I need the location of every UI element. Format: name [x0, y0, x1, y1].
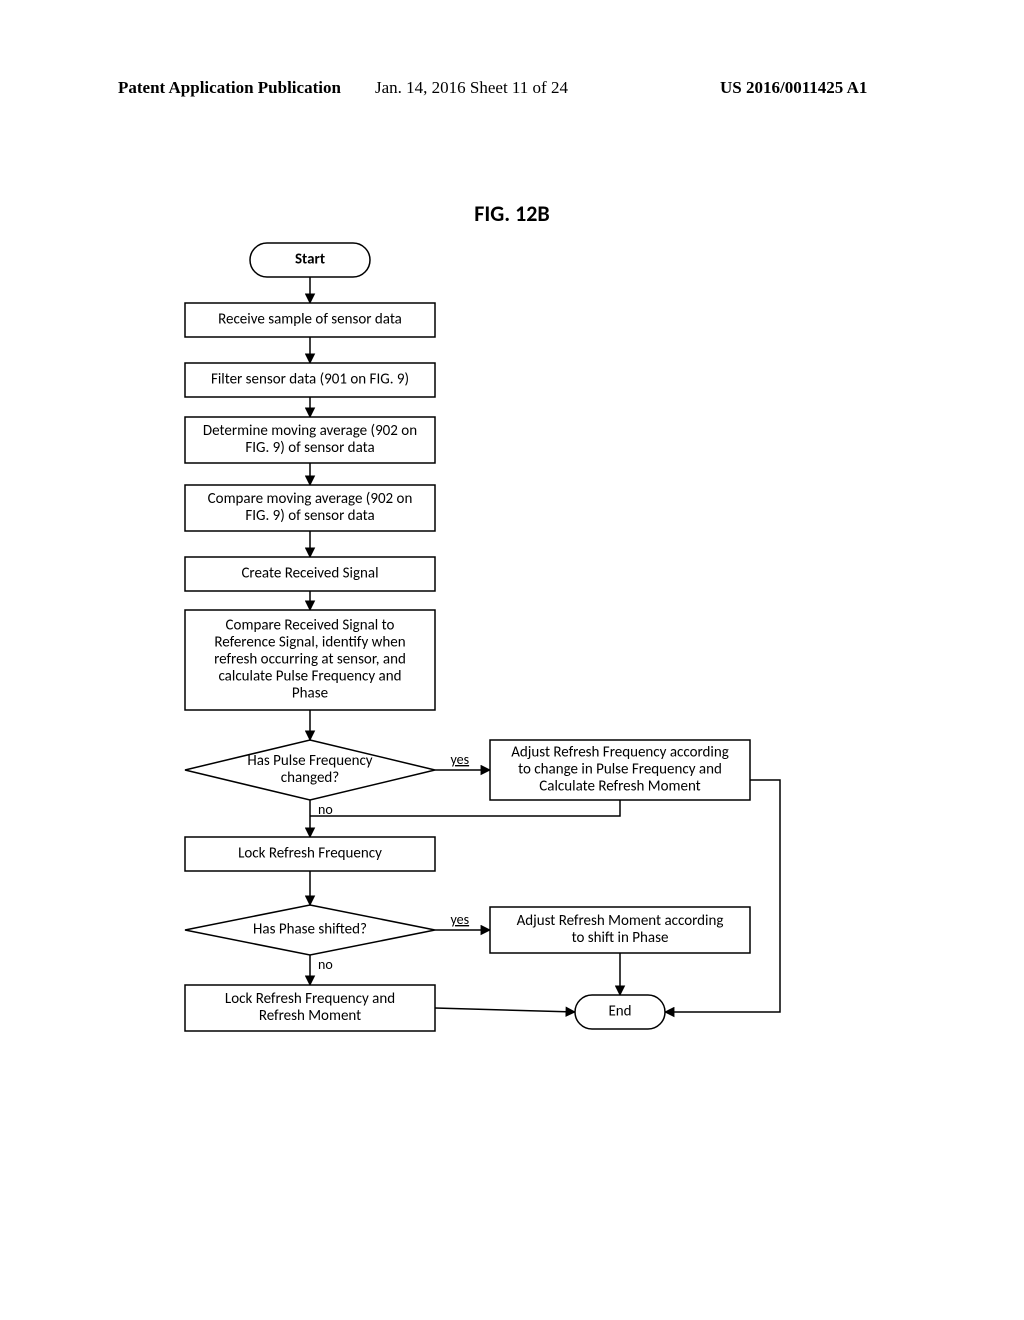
- node-recv-label: Receive sample of sensor data: [218, 311, 402, 329]
- node-cmpsig-label: Reference Signal, identify when: [214, 634, 405, 652]
- edge-label: yes: [451, 751, 470, 768]
- node-start-label: Start: [295, 251, 325, 269]
- node-adjmom-label: to shift in Phase: [572, 929, 669, 947]
- node-lockfm-label: Refresh Moment: [259, 1007, 361, 1025]
- node-adjfreq-label: Calculate Refresh Moment: [539, 778, 700, 796]
- flowchart: Start Receive sample of sensor data Filter…: [150, 240, 870, 1070]
- node-cmpsig-label: Compare Received Signal to: [226, 617, 395, 635]
- node-cmpavg-label: FIG. 9) of sensor data: [245, 507, 374, 525]
- node-end-label: End: [608, 1003, 631, 1021]
- node-create-label: Create Received Signal: [241, 565, 378, 583]
- node-adjfreq-label: to change in Pulse Frequency and: [518, 761, 722, 779]
- patent-page: Patent Application Publication Jan. 14, …: [0, 0, 1024, 1320]
- node-lockfm-label: Lock Refresh Frequency and: [225, 990, 395, 1008]
- edge-label: no: [318, 801, 333, 818]
- figure-title: FIG. 12B: [0, 200, 1024, 227]
- node-cmpsig-label: calculate Pulse Frequency and: [218, 668, 401, 686]
- header-right: US 2016/0011425 A1: [720, 78, 867, 98]
- header-left: Patent Application Publication: [118, 78, 341, 98]
- node-filter-label: Filter sensor data (901 on FIG. 9): [211, 371, 409, 389]
- node-adjfreq-label: Adjust Refresh Frequency according: [511, 744, 729, 762]
- node-adjmom-label: Adjust Refresh Moment according: [517, 912, 724, 930]
- node-detavg-label: Determine moving average (902 on: [203, 422, 417, 440]
- node-cmpsig-label: refresh occurring at sensor, and: [214, 651, 406, 669]
- node-cmpavg-label: Compare moving average (902 on: [208, 490, 413, 508]
- node-cmpsig-label: Phase: [292, 685, 328, 703]
- node-d1-label: changed?: [281, 769, 340, 787]
- node-detavg-label: FIG. 9) of sensor data: [245, 439, 374, 457]
- edge-label: yes: [451, 911, 470, 928]
- header-mid: Jan. 14, 2016 Sheet 11 of 24: [375, 78, 568, 98]
- node-d1-label: Has Pulse Frequency: [247, 752, 372, 770]
- node-lockf-label: Lock Refresh Frequency: [238, 845, 382, 863]
- node-d2-label: Has Phase shifted?: [253, 921, 367, 939]
- edge-label: no: [318, 956, 333, 973]
